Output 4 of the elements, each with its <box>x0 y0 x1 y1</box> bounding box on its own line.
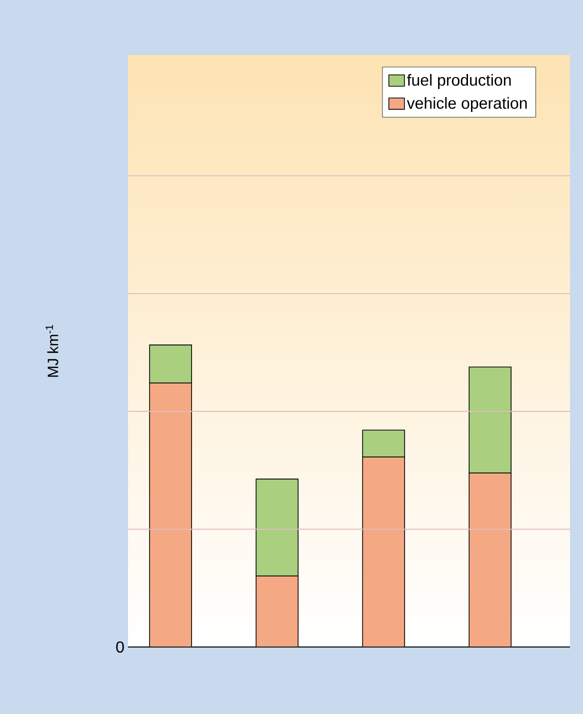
y-axis-title: MJ km$^{-1}$ <box>46 325 58 377</box>
text: 0 <box>116 641 124 653</box>
legend-label: vehicle operation <box>406 97 527 112</box>
legend-label: fuel production <box>407 74 511 89</box>
